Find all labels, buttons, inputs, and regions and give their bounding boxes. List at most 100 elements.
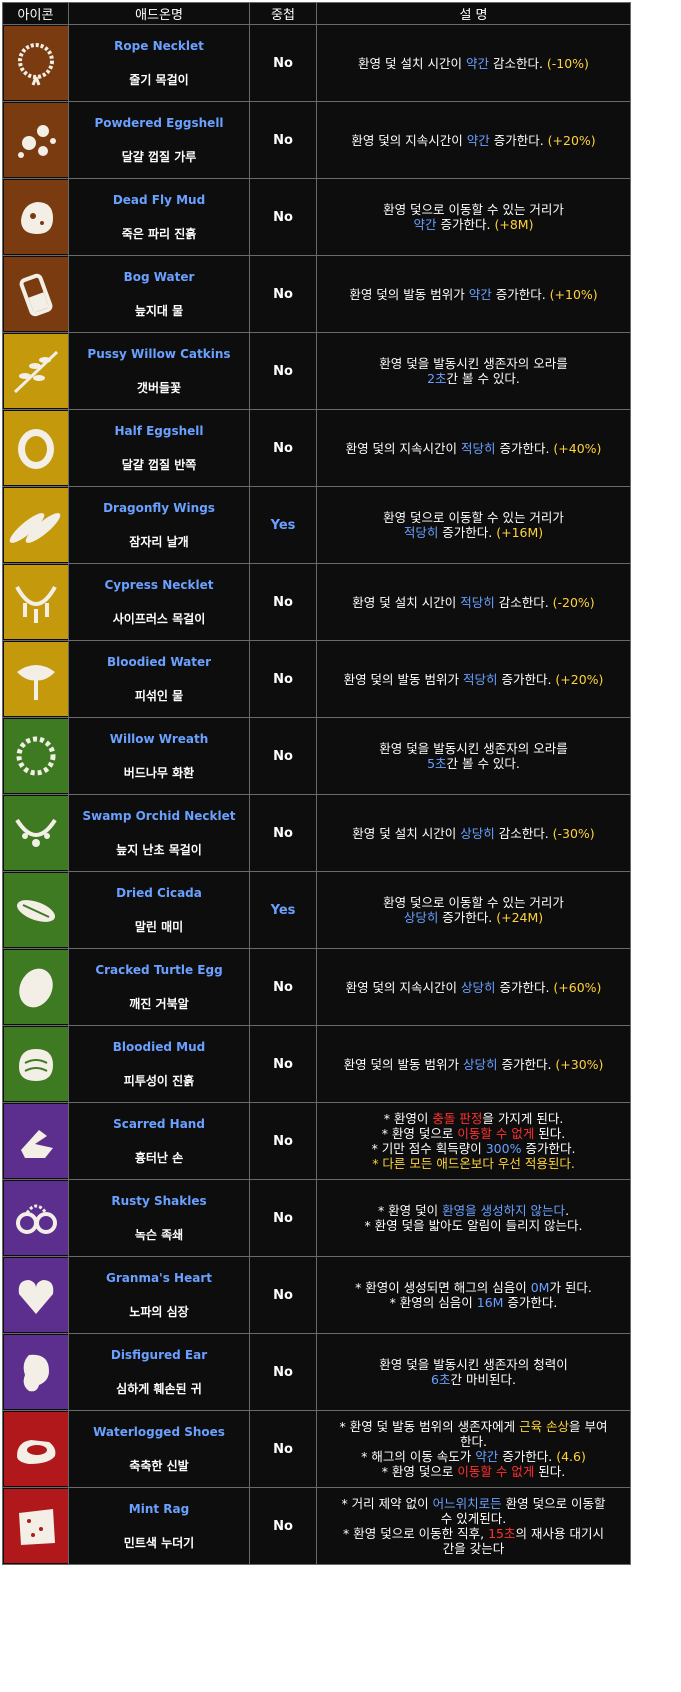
waterlogged-shoes-icon bbox=[3, 1412, 68, 1486]
description-text: 이동할 수 없게 bbox=[457, 1464, 535, 1479]
addon-description: 환영 덫 설치 시간이 약간 감소한다. (-10%) bbox=[316, 24, 631, 102]
addon-name-korean: 민트색 누더기 bbox=[123, 1535, 195, 1550]
addon-name-english: Rope Necklet bbox=[114, 38, 204, 53]
description-text: 증가한다. bbox=[495, 979, 554, 995]
addon-name-korean: 피투성이 진흙 bbox=[123, 1073, 195, 1088]
addon-row: Willow Wreath 버드나무 화환 No 환영 덫을 발동시킨 생존자의 오라… bbox=[2, 717, 631, 795]
addon-name-korean: 피섞인 물 bbox=[134, 688, 184, 703]
addon-description: 환영 덫으로 이동할 수 있는 거리가 약간 증가한다. (+8M) bbox=[316, 178, 631, 256]
addon-description: * 거리 제약 없이 어느위치로든 환영 덫으로 이동할 수 있게된다. * 환영 … bbox=[316, 1487, 631, 1565]
description-text: 환영 덫의 발동 범위가 bbox=[343, 671, 463, 687]
description-line: * 환영이 생성되면 해그의 심음이 0M가 된다. bbox=[317, 1280, 630, 1295]
addon-row: Cracked Turtle Egg 깨진 거북알 No 환영 덫의 지속시간이 상당… bbox=[2, 948, 631, 1026]
addon-name-korean: 죽은 파리 진흙 bbox=[121, 226, 197, 241]
addon-stack-value: No bbox=[249, 24, 317, 102]
addon-icon-cell bbox=[2, 1333, 69, 1411]
description-text: 약간 bbox=[475, 1449, 499, 1464]
description-text: 환영 덫을 발동시킨 생존자의 오라를 bbox=[379, 356, 568, 371]
addon-name-cell: Rusty Shakles 녹슨 족쇄 bbox=[68, 1179, 250, 1257]
addon-name-korean: 줄기 목걸이 bbox=[129, 72, 189, 87]
addon-icon-cell bbox=[2, 1487, 69, 1565]
description-text: 환영 덫으로 이동할 수 있는 거리가 bbox=[383, 895, 564, 910]
addon-name-english: Pussy Willow Catkins bbox=[87, 346, 231, 361]
description-line: 약간 증가한다. (+8M) bbox=[317, 217, 630, 232]
description-text: 을 가지게 된다. bbox=[482, 1111, 564, 1126]
description-text: (-20%) bbox=[552, 594, 595, 610]
description-line: 간을 갖는다 bbox=[317, 1541, 630, 1556]
addon-name-english: Dried Cicada bbox=[116, 885, 202, 900]
description-text: (+20%) bbox=[547, 132, 596, 148]
addon-row: Cypress Necklet 사이프러스 목걸이 No 환영 덫 설치 시간이 적당… bbox=[2, 563, 631, 641]
description-line: * 환영의 심음이 16M 증가한다. bbox=[317, 1295, 630, 1310]
description-text: 증가한다. bbox=[497, 671, 556, 687]
addon-stack-value: No bbox=[249, 1025, 317, 1103]
description-text: 약간 bbox=[466, 132, 490, 148]
addon-row: Pussy Willow Catkins 갯버들꽃 No 환영 덫을 발동시킨 생존자… bbox=[2, 332, 631, 410]
description-text: 환영 덫의 지속시간이 bbox=[345, 440, 461, 456]
description-line: 환영 덫을 발동시킨 생존자의 오라를 bbox=[317, 356, 630, 371]
description-text: (+16M) bbox=[496, 525, 544, 540]
description-text: . bbox=[565, 1203, 570, 1218]
addon-name-english: Bloodied Water bbox=[106, 654, 212, 669]
addon-table: 아이콘 애드온명 중첩 설 명 Rope Necklet 줄기 목걸이 No 환영 덫… bbox=[2, 2, 631, 1565]
description-line: * 해그의 이동 속도가 약간 증가한다. (4.6) bbox=[317, 1449, 630, 1464]
description-text: (+24M) bbox=[496, 910, 544, 925]
cracked-turtle-egg-icon bbox=[3, 950, 68, 1024]
addon-description: 환영 덫을 발동시킨 생존자의 오라를 5초간 볼 수 있다. bbox=[316, 717, 631, 795]
addon-name-english: Granma's Heart bbox=[106, 1270, 212, 1285]
addon-name-korean: 깨진 거북알 bbox=[129, 996, 189, 1011]
description-line: 환영 덫의 지속시간이 상당히 증가한다. (+60%) bbox=[317, 980, 630, 995]
description-text: 환영 덫 설치 시간이 bbox=[352, 825, 461, 841]
pussy-willow-catkins-icon bbox=[3, 334, 68, 408]
description-text: 간 볼 수 있다. bbox=[446, 756, 520, 771]
addon-icon-cell bbox=[2, 794, 69, 872]
description-line: * 환영 덫으로 이동한 직후, 15초의 재사용 대기시 bbox=[317, 1526, 630, 1541]
addon-name-cell: Half Eggshell 달걀 껍질 반쪽 bbox=[68, 409, 250, 487]
description-text: 2초 bbox=[427, 371, 447, 386]
description-text: 16M bbox=[476, 1295, 504, 1310]
description-text: 근육 손상 bbox=[519, 1419, 570, 1434]
addon-stack-value: No bbox=[249, 1410, 317, 1488]
description-text: 의 재사용 대기시 bbox=[515, 1526, 604, 1541]
addon-row: Dead Fly Mud 죽은 파리 진흙 No 환영 덫으로 이동할 수 있는 거리… bbox=[2, 178, 631, 256]
addon-description: 환영 덫으로 이동할 수 있는 거리가 적당히 증가한다. (+16M) bbox=[316, 486, 631, 564]
description-text: 간 볼 수 있다. bbox=[446, 371, 520, 386]
addon-name-english: Rusty Shakles bbox=[111, 1193, 207, 1208]
description-line: 2초간 볼 수 있다. bbox=[317, 371, 630, 386]
description-text: 환영 덫의 지속시간이 bbox=[351, 132, 467, 148]
description-text: 환영 덫의 발동 범위가 bbox=[349, 286, 469, 302]
half-eggshell-icon bbox=[3, 411, 68, 485]
description-line: 환영 덫을 발동시킨 생존자의 오라를 bbox=[317, 741, 630, 756]
description-text: 증가한다. bbox=[438, 525, 497, 540]
bloodied-mud-icon bbox=[3, 1027, 68, 1101]
description-text: * 환영이 생성되면 해그의 심음이 bbox=[355, 1280, 531, 1295]
description-text: * 환영 덫으로 bbox=[381, 1464, 458, 1479]
description-line: * 환영이 충돌 판정을 가지게 된다. bbox=[317, 1111, 630, 1126]
description-text: 이동할 수 없게 bbox=[457, 1126, 535, 1141]
description-line: * 거리 제약 없이 어느위치로든 환영 덫으로 이동할 bbox=[317, 1496, 630, 1511]
addon-stack-value: No bbox=[249, 1102, 317, 1180]
description-text: * 환영의 심음이 bbox=[389, 1295, 477, 1310]
description-text: 어느위치로든 bbox=[432, 1496, 502, 1511]
addon-name-cell: Dragonfly Wings 잠자리 날개 bbox=[68, 486, 250, 564]
description-text: * 거리 제약 없이 bbox=[341, 1496, 433, 1511]
description-text: 환영 덫의 지속시간이 bbox=[345, 979, 461, 995]
addon-name-cell: Mint Rag 민트색 누더기 bbox=[68, 1487, 250, 1565]
addon-name-cell: Swamp Orchid Necklet 늪지 난초 목걸이 bbox=[68, 794, 250, 872]
addon-row: Dragonfly Wings 잠자리 날개 Yes 환영 덫으로 이동할 수 있는 … bbox=[2, 486, 631, 564]
description-line: 환영 덫을 발동시킨 생존자의 청력이 bbox=[317, 1357, 630, 1372]
header-stack: 중첩 bbox=[249, 2, 317, 25]
addon-description: 환영 덫으로 이동할 수 있는 거리가 상당히 증가한다. (+24M) bbox=[316, 871, 631, 949]
addon-name-korean: 잠자리 날개 bbox=[129, 534, 189, 549]
description-text: (-10%) bbox=[546, 55, 589, 71]
addon-name-korean: 심하게 훼손된 귀 bbox=[116, 1381, 202, 1396]
header-icon: 아이콘 bbox=[2, 2, 69, 25]
addon-name-korean: 달걀 껍질 가루 bbox=[121, 149, 197, 164]
addon-icon-cell bbox=[2, 486, 69, 564]
description-text: 약간 bbox=[465, 55, 489, 71]
addon-description: 환영 덫을 발동시킨 생존자의 오라를 2초간 볼 수 있다. bbox=[316, 332, 631, 410]
description-line: 환영 덫의 발동 범위가 약간 증가한다. (+10%) bbox=[317, 287, 630, 302]
description-text: 충돌 판정 bbox=[432, 1111, 483, 1126]
description-line: * 환영 덫이 환영을 생성하지 않는다. bbox=[317, 1203, 630, 1218]
bog-water-icon bbox=[3, 257, 68, 331]
